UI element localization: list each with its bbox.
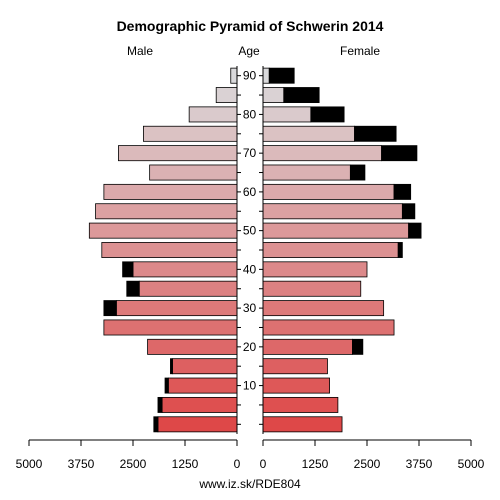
female-excess-bar-70-74 bbox=[381, 145, 418, 162]
female-x-tick-label: 2500 bbox=[354, 457, 381, 471]
female-bar-40-44 bbox=[262, 261, 368, 278]
age-tick-label: 90 bbox=[243, 69, 257, 83]
female-x-tick-label: 3750 bbox=[406, 457, 433, 471]
female-bar-55-59 bbox=[262, 203, 403, 220]
female-excess-bar-45-49 bbox=[397, 242, 403, 258]
male-x-tick-label: 2500 bbox=[120, 457, 147, 471]
female-bar-30-34 bbox=[262, 300, 385, 317]
male-excess-bar-35-39 bbox=[126, 280, 140, 297]
male-bar-45-49 bbox=[101, 242, 238, 258]
male-bar-85-89 bbox=[215, 87, 238, 104]
female-bar-15-19 bbox=[262, 358, 328, 375]
male-bar-70-74 bbox=[118, 145, 238, 162]
axes-layer: 10 20 30 40 50 60 70 80 90 5000 3750 2500 1250 0 0 1250… bbox=[16, 66, 485, 471]
age-tick-label: 40 bbox=[243, 262, 257, 276]
male-bar-55-59 bbox=[95, 203, 238, 220]
age-tick-label: 20 bbox=[243, 340, 257, 354]
male-bar-35-39 bbox=[138, 280, 238, 297]
female-bar-50-54 bbox=[262, 222, 410, 239]
male-bar-40-44 bbox=[132, 261, 238, 278]
age-tick-label: 60 bbox=[243, 185, 257, 199]
male-excess-bar-10-14 bbox=[164, 377, 169, 394]
male-bar-20-24 bbox=[147, 338, 238, 355]
age-tick-label: 80 bbox=[243, 107, 257, 121]
age-tick-label: 70 bbox=[243, 146, 257, 160]
female-excess-bar-90+ bbox=[268, 67, 295, 84]
male-bar-80-84 bbox=[188, 106, 238, 123]
male-bar-65-69 bbox=[149, 164, 238, 181]
female-excess-bar-50-54 bbox=[408, 222, 422, 239]
age-tick-label: 50 bbox=[243, 224, 257, 238]
female-x-tick-label: 5000 bbox=[458, 457, 485, 471]
female-bar-80-84 bbox=[262, 106, 312, 123]
male-excess-bar-5-9 bbox=[157, 396, 163, 413]
female-bar-0-4 bbox=[262, 416, 343, 433]
male-bar-15-19 bbox=[172, 358, 238, 375]
female-x-tick-label: 1250 bbox=[302, 457, 329, 471]
male-x-tick-label: 0 bbox=[234, 457, 241, 471]
female-bar-85-89 bbox=[262, 87, 285, 104]
age-tick-label: 10 bbox=[243, 379, 257, 393]
male-bar-60-64 bbox=[103, 183, 238, 200]
female-excess-bar-55-59 bbox=[401, 203, 416, 220]
female-label: Female bbox=[340, 44, 380, 58]
male-bar-10-14 bbox=[167, 377, 238, 394]
female-bar-5-9 bbox=[262, 396, 339, 413]
female-bar-20-24 bbox=[262, 338, 353, 355]
male-x-tick-label: 1250 bbox=[172, 457, 199, 471]
female-bar-70-74 bbox=[262, 145, 382, 162]
female-bar-25-29 bbox=[262, 319, 395, 336]
female-excess-bar-80-84 bbox=[310, 106, 345, 123]
male-excess-bar-0-4 bbox=[153, 416, 159, 433]
female-excess-bar-60-64 bbox=[393, 183, 412, 200]
female-bar-10-14 bbox=[262, 377, 330, 394]
age-label: Age bbox=[238, 44, 260, 58]
male-bar-0-4 bbox=[157, 416, 238, 433]
male-bar-75-79 bbox=[142, 125, 238, 142]
female-x-tick-label: 0 bbox=[260, 457, 267, 471]
female-excess-bar-75-79 bbox=[354, 125, 397, 142]
female-excess-bar-65-69 bbox=[349, 164, 366, 181]
male-bar-90+ bbox=[230, 67, 238, 84]
female-bar-90+ bbox=[262, 67, 270, 84]
male-excess-bar-30-34 bbox=[103, 300, 117, 317]
source-footer: www.iz.sk/RDE804 bbox=[198, 477, 301, 491]
male-bar-25-29 bbox=[103, 319, 238, 336]
age-tick-label: 30 bbox=[243, 301, 257, 315]
male-bar-30-34 bbox=[115, 300, 238, 317]
female-excess-bar-20-24 bbox=[352, 338, 364, 355]
male-excess-bar-15-19 bbox=[170, 358, 173, 375]
female-bar-45-49 bbox=[262, 242, 399, 258]
female-bar-65-69 bbox=[262, 164, 351, 181]
female-excess-bar-85-89 bbox=[283, 87, 320, 104]
male-x-tick-label: 3750 bbox=[68, 457, 95, 471]
male-x-tick-label: 5000 bbox=[16, 457, 43, 471]
bars-layer bbox=[88, 67, 422, 433]
male-label: Male bbox=[127, 44, 153, 58]
male-bar-50-54 bbox=[88, 222, 238, 239]
female-bar-60-64 bbox=[262, 183, 395, 200]
male-excess-bar-40-44 bbox=[122, 261, 134, 278]
female-bar-75-79 bbox=[262, 125, 355, 142]
male-bar-5-9 bbox=[161, 396, 238, 413]
chart-title: Demographic Pyramid of Schwerin 2014 bbox=[117, 18, 384, 34]
female-bar-35-39 bbox=[262, 280, 362, 297]
